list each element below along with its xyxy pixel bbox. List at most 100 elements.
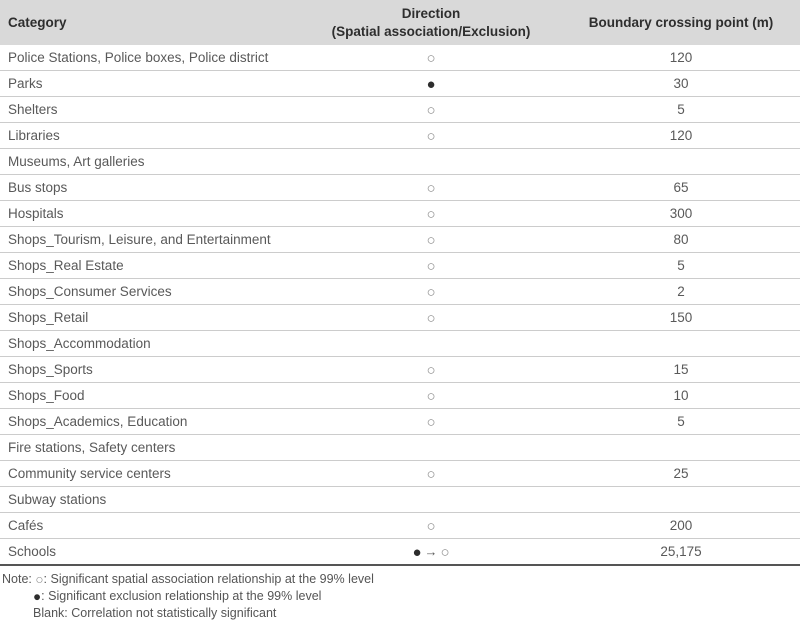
column-header-category: Category [0, 0, 300, 45]
boundary-cell [562, 434, 800, 461]
table-row: Shops_Food ○ 10 [0, 382, 800, 409]
boundary-cell [562, 330, 800, 357]
table-row: Schools ● → ○ 25,175 [0, 538, 800, 566]
open-circle-icon: ○ [426, 49, 436, 67]
open-circle-icon: ○ [426, 101, 436, 119]
direction-cell: ● → ○ [300, 538, 562, 566]
boundary-cell: 25 [562, 460, 800, 487]
boundary-cell: 5 [562, 96, 800, 123]
category-cell: Schools [0, 538, 300, 566]
note-exclusion-text: ●: Significant exclusion relationship at… [33, 589, 322, 604]
category-cell: Shops_Retail [0, 304, 300, 331]
open-circle-icon: ○ [440, 543, 450, 561]
open-circle-icon: ○ [426, 127, 436, 145]
boundary-cell: 5 [562, 252, 800, 279]
direction-cell: ○ [300, 382, 562, 409]
open-circle-icon: ○ [426, 361, 436, 379]
open-circle-icon: ○ [426, 517, 436, 535]
boundary-cell: 15 [562, 356, 800, 383]
table-row: Community service centers ○ 25 [0, 460, 800, 487]
direction-cell: ○ [300, 408, 562, 435]
category-cell: Libraries [0, 122, 300, 149]
category-cell: Police Stations, Police boxes, Police di… [0, 45, 300, 71]
direction-cell [300, 434, 562, 461]
table-row: Shops_Sports ○ 15 [0, 356, 800, 383]
table-row: Cafés ○ 200 [0, 512, 800, 539]
category-cell: Shops_Consumer Services [0, 278, 300, 305]
open-circle-icon: ○ [426, 387, 436, 405]
table-row: Bus stops ○ 65 [0, 174, 800, 201]
direction-cell: ● [300, 70, 562, 97]
direction-cell: ○ [300, 200, 562, 227]
boundary-cell: 5 [562, 408, 800, 435]
direction-cell [300, 486, 562, 513]
category-cell: Parks [0, 70, 300, 97]
category-cell: Shops_Food [0, 382, 300, 409]
direction-cell: ○ [300, 122, 562, 149]
direction-cell [300, 330, 562, 357]
direction-cell: ○ [300, 96, 562, 123]
category-cell: Shops_Real Estate [0, 252, 300, 279]
direction-cell: ○ [300, 45, 562, 71]
open-circle-icon: ○ [426, 309, 436, 327]
spatial-association-table: Category Direction (Spatial association/… [0, 0, 800, 566]
boundary-cell [562, 486, 800, 513]
table-row: Parks ● 30 [0, 70, 800, 97]
column-header-category-label: Category [8, 14, 67, 30]
category-cell: Museums, Art galleries [0, 148, 300, 175]
boundary-cell [562, 148, 800, 175]
category-cell: Shops_Sports [0, 356, 300, 383]
filled-circle-icon: ● [33, 589, 42, 604]
direction-cell: ○ [300, 174, 562, 201]
boundary-cell: 80 [562, 226, 800, 253]
table-row: Shops_Academics, Education ○ 5 [0, 408, 800, 435]
boundary-cell: 120 [562, 45, 800, 71]
category-cell: Bus stops [0, 174, 300, 201]
boundary-cell: 120 [562, 122, 800, 149]
column-header-boundary: Boundary crossing point (m) [562, 0, 800, 45]
table-notes: Note: ○: Significant spatial association… [0, 571, 800, 621]
boundary-cell: 10 [562, 382, 800, 409]
open-circle-icon: ○ [426, 465, 436, 483]
category-cell: Community service centers [0, 460, 300, 487]
column-header-direction-label: Direction [401, 5, 461, 21]
boundary-cell: 200 [562, 512, 800, 539]
table-row: Shops_Tourism, Leisure, and Entertainmen… [0, 226, 800, 253]
category-cell: Subway stations [0, 486, 300, 513]
boundary-cell: 30 [562, 70, 800, 97]
table-row: Libraries ○ 120 [0, 122, 800, 149]
direction-cell: ○ [300, 460, 562, 487]
note-line-blank: Blank: Correlation not statistically sig… [2, 605, 800, 621]
table-row: Subway stations [0, 486, 800, 513]
open-circle-icon: ○ [426, 205, 436, 223]
open-circle-icon: ○ [35, 572, 44, 587]
open-circle-icon: ○ [426, 283, 436, 301]
boundary-cell: 25,175 [562, 538, 800, 566]
table-row: Shops_Accommodation [0, 330, 800, 357]
filled-circle-icon: ● [426, 75, 436, 93]
open-circle-icon: ○ [426, 231, 436, 249]
category-cell: Shelters [0, 96, 300, 123]
table-row: Shops_Real Estate ○ 5 [0, 252, 800, 279]
table-row: Fire stations, Safety centers [0, 434, 800, 461]
direction-cell [300, 148, 562, 175]
arrow-right-icon: → [424, 543, 438, 559]
note-line-exclusion: ●: Significant exclusion relationship at… [2, 588, 800, 605]
filled-circle-icon: ● [412, 543, 422, 561]
boundary-cell: 65 [562, 174, 800, 201]
column-header-direction: Direction (Spatial association/Exclusion… [300, 0, 562, 45]
direction-cell: ○ [300, 278, 562, 305]
direction-cell: ○ [300, 252, 562, 279]
category-cell: Fire stations, Safety centers [0, 434, 300, 461]
column-header-direction-sublabel: (Spatial association/Exclusion) [331, 23, 531, 39]
table-row: Police Stations, Police boxes, Police di… [0, 45, 800, 71]
category-cell: Hospitals [0, 200, 300, 227]
direction-cell: ○ [300, 304, 562, 331]
category-cell: Shops_Tourism, Leisure, and Entertainmen… [0, 226, 300, 253]
column-header-boundary-label: Boundary crossing point (m) [588, 14, 774, 30]
direction-cell: ○ [300, 512, 562, 539]
table-row: Shops_Retail ○ 150 [0, 304, 800, 331]
open-circle-icon: ○ [426, 257, 436, 275]
category-cell: Shops_Accommodation [0, 330, 300, 357]
